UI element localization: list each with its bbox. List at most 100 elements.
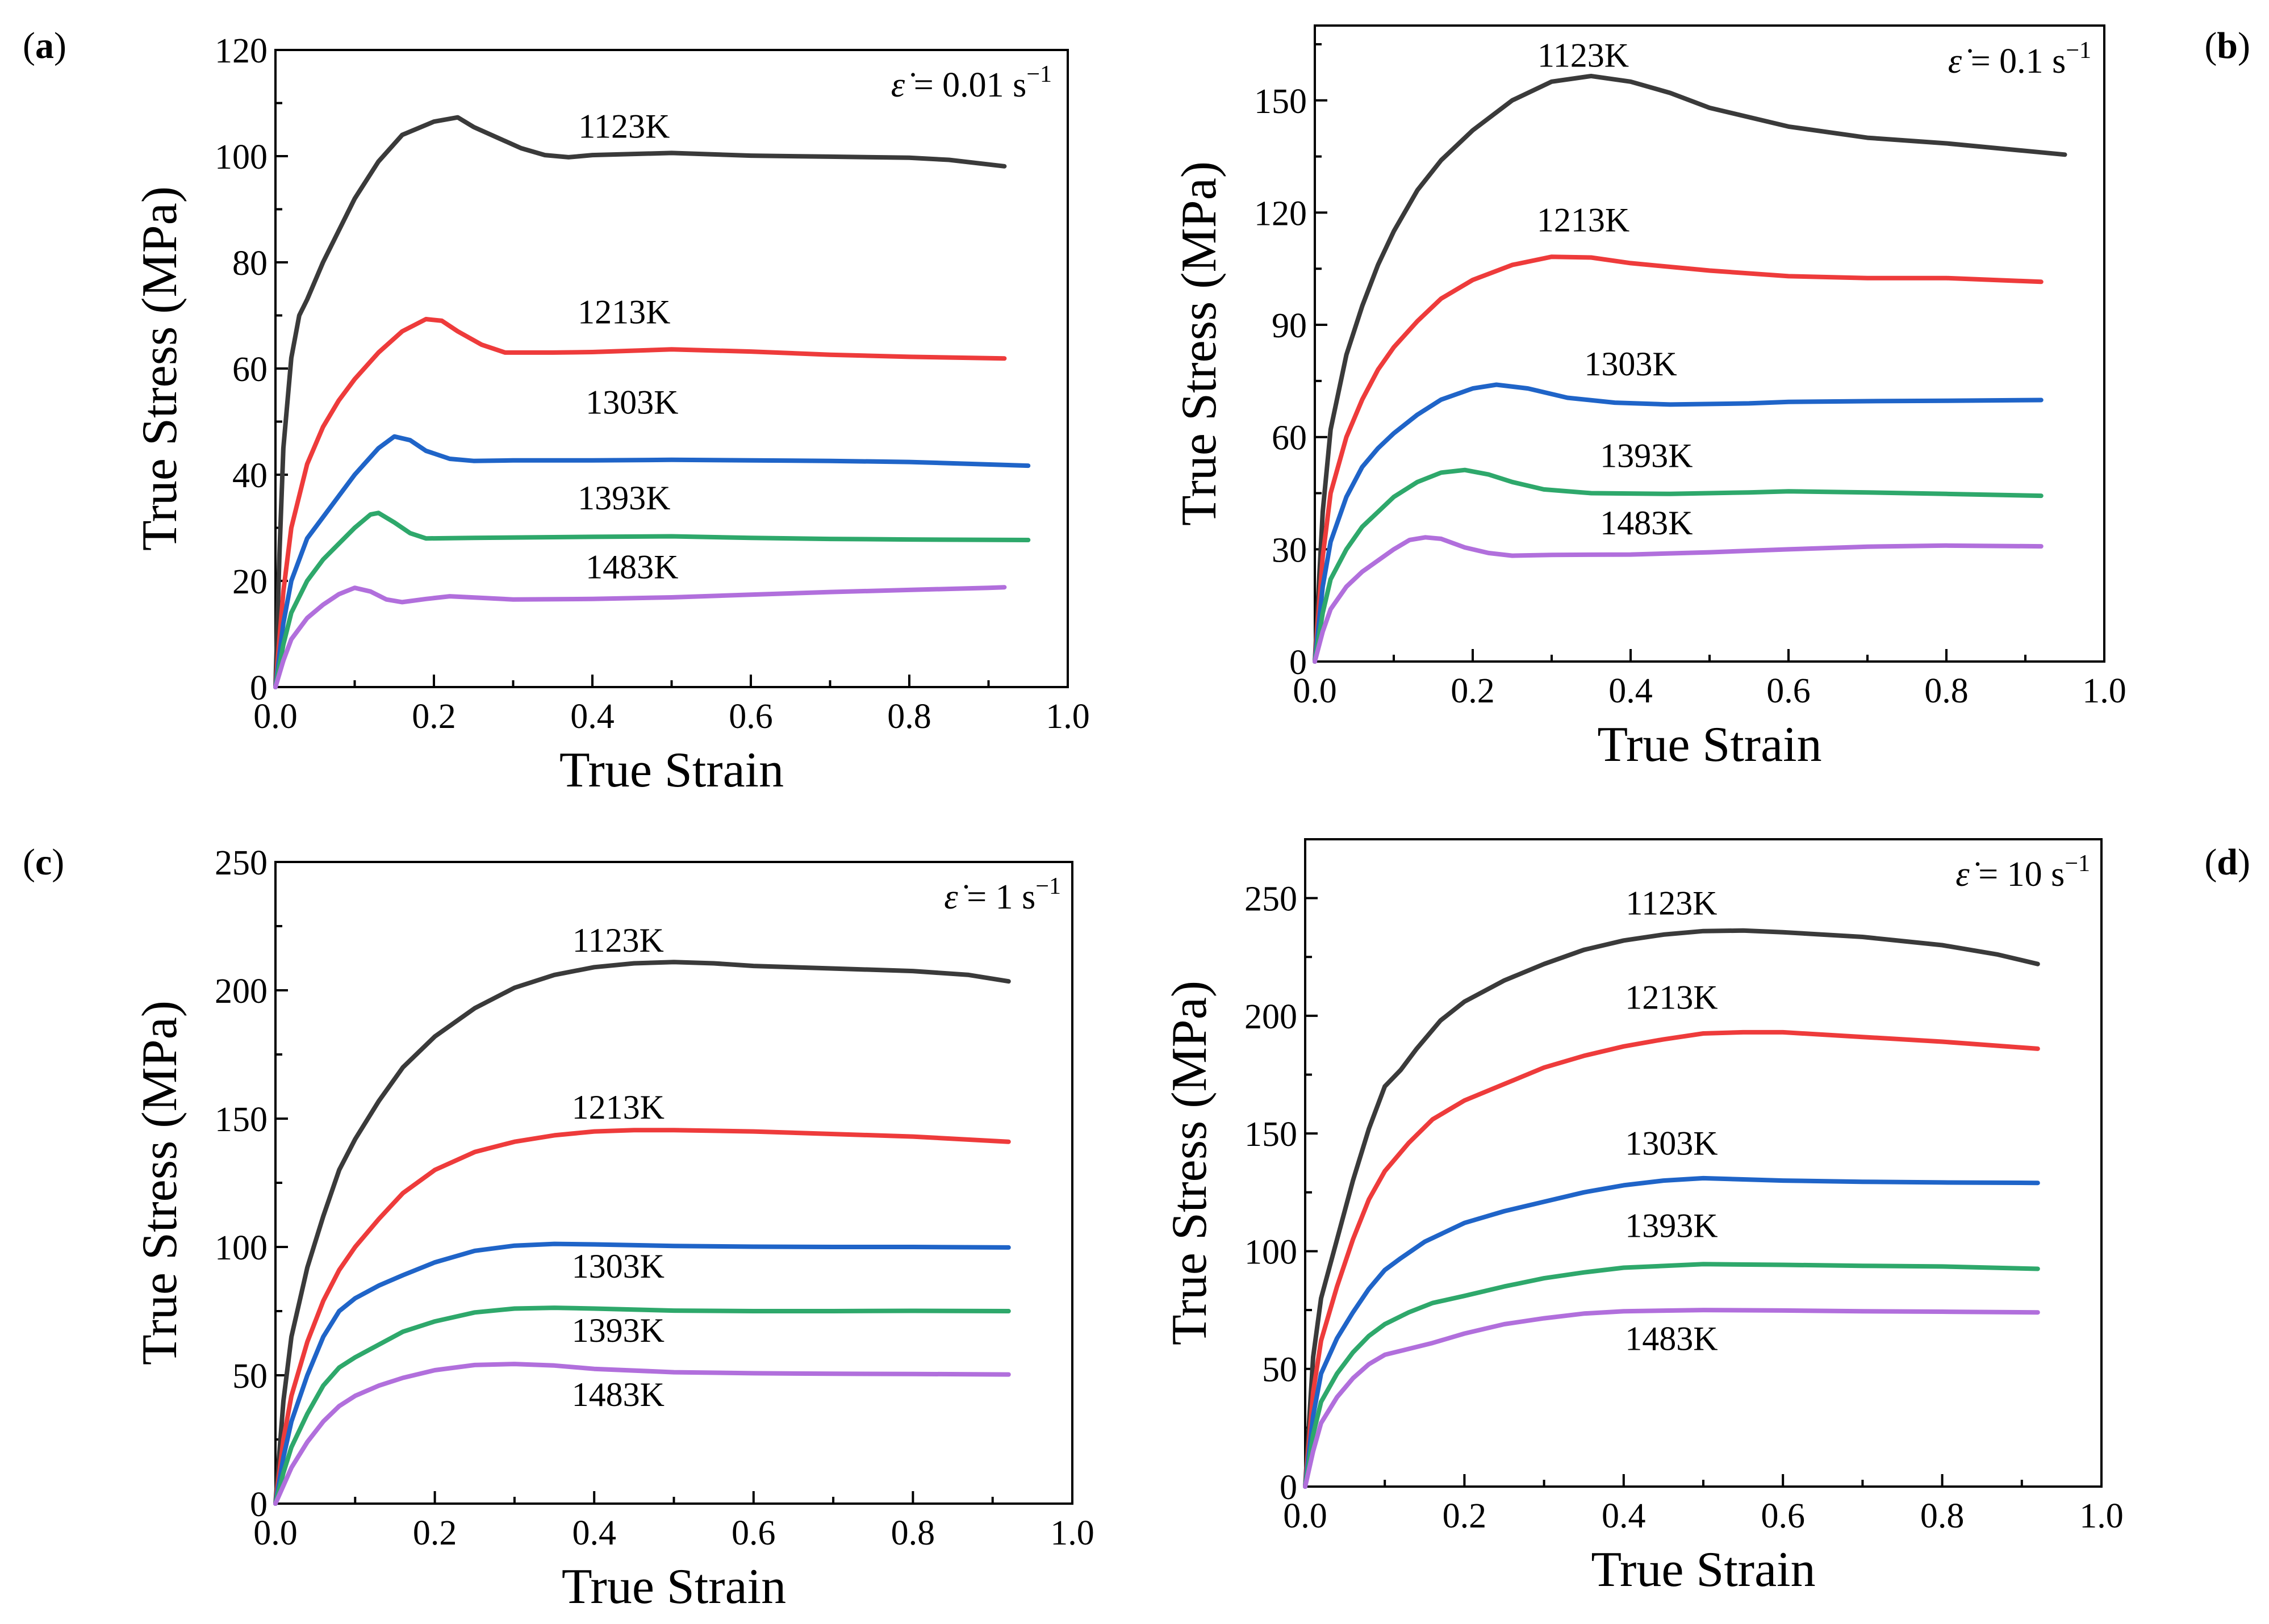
strain-rate-value: = 10 s <box>1978 855 2065 894</box>
plot-frame <box>1314 24 2105 663</box>
series-line-1213K <box>1303 1029 2040 1489</box>
x-axis-title: True Strain <box>562 1559 786 1614</box>
y-axis-title: True Stress (MPa) <box>1172 161 1227 526</box>
x-axis-title: True Strain <box>559 743 784 798</box>
y-tick-label: 200 <box>1244 998 1297 1036</box>
x-tick-label: 0.8 <box>1924 672 1969 710</box>
x-axis-title: True Strain <box>1597 717 1821 772</box>
panel-b: 0.0 0.2 0.4 0.6 0.8 1.0 0 30 60 90 120 150 True Stra… <box>1172 24 2250 772</box>
y-tick-label: 30 <box>1272 531 1307 570</box>
panel-letter: (a) <box>23 25 66 66</box>
strain-rate-exponent: −1 <box>1026 61 1052 87</box>
panel-letter-text: c <box>35 842 52 883</box>
x-tick-label: 0.0 <box>1283 1497 1327 1535</box>
series-label-1123K: 1123K <box>578 107 670 145</box>
y-tick-label: 40 <box>232 457 268 495</box>
y-tick-label: 60 <box>232 350 268 389</box>
series-line-1393K <box>1313 467 2044 664</box>
y-tick-label: 200 <box>215 972 268 1011</box>
series-label-1483K: 1483K <box>1600 504 1693 542</box>
series-line-1123K <box>1303 928 2040 1489</box>
series-label-1393K: 1393K <box>1600 437 1693 474</box>
y-axis-title: True Stress (MPa) <box>1162 981 1217 1345</box>
series-label-1213K: 1213K <box>1537 201 1629 238</box>
y-tick-label: 150 <box>1244 1115 1297 1154</box>
panel-letter: (c) <box>23 842 64 883</box>
y-tick-label: 90 <box>1272 307 1307 345</box>
strain-rate-label: ε̇ = 10 s−1 <box>1955 851 2090 894</box>
y-tick-label: 150 <box>1254 82 1307 121</box>
x-tick-label: 0.0 <box>253 1514 298 1552</box>
y-tick-label: 150 <box>215 1100 268 1139</box>
x-tick-label: 0.2 <box>412 697 456 736</box>
y-tick-label: 60 <box>1272 419 1307 458</box>
strain-rate-exponent: −1 <box>2066 37 2091 64</box>
panel-letter-text: a <box>35 25 54 66</box>
series-label-1483K: 1483K <box>1625 1320 1718 1358</box>
x-tick-label: 0.6 <box>732 1514 776 1552</box>
y-tick-label: 0 <box>250 669 268 708</box>
series-label-1483K: 1483K <box>586 548 678 585</box>
series-line-1483K <box>273 1362 1011 1506</box>
y-axis-title: True Stress (MPa) <box>132 1001 187 1365</box>
x-tick-label: 0.4 <box>1608 672 1653 710</box>
series-line-1393K <box>1303 1262 2040 1489</box>
strain-rate-exponent: −1 <box>2065 851 2090 877</box>
y-tick-label: 20 <box>232 563 268 601</box>
series-label-1123K: 1123K <box>1626 885 1717 922</box>
y-tick-label: 50 <box>1262 1351 1297 1389</box>
y-tick-label: 0 <box>1280 1468 1297 1507</box>
series-label-1303K: 1303K <box>572 1248 665 1285</box>
y-tick-label: 250 <box>215 844 268 882</box>
series-line-1213K <box>273 1128 1011 1506</box>
x-tick-label: 0.8 <box>891 1514 935 1552</box>
series-line-1303K <box>1313 382 2044 664</box>
panel-a: 0.0 0.2 0.4 0.6 0.8 1.0 0 20 40 60 80 100 120 True St… <box>23 25 1090 798</box>
series-label-1213K: 1213K <box>572 1089 665 1126</box>
plot-frame <box>1304 838 2103 1488</box>
series-label-1393K: 1393K <box>572 1312 665 1349</box>
series-line-1303K <box>1303 1175 2040 1489</box>
y-tick-label: 100 <box>215 1229 268 1267</box>
strain-rate-label: ε̇ = 0.1 s−1 <box>1948 37 2091 81</box>
x-tick-label: 0.4 <box>572 1514 616 1552</box>
series-line-1483K <box>1313 535 2044 664</box>
y-tick-label: 50 <box>232 1357 268 1396</box>
x-tick-label: 0.2 <box>413 1514 457 1552</box>
series-line-1123K <box>273 115 1007 689</box>
x-tick-label: 0.0 <box>1293 672 1337 710</box>
series-line-1123K <box>273 960 1011 1506</box>
series-label-1303K: 1303K <box>586 383 678 421</box>
x-tick-label: 0.6 <box>729 697 773 736</box>
x-tick-label: 0.6 <box>1766 672 1811 710</box>
x-tick-label: 0.4 <box>1602 1497 1646 1535</box>
x-tick-label: 1.0 <box>2082 672 2126 710</box>
series-line-1393K <box>273 1305 1011 1506</box>
plot-frame <box>274 861 1073 1505</box>
series-line-1213K <box>1313 254 2044 664</box>
x-tick-label: 1.0 <box>2079 1497 2124 1535</box>
panel-letter-text: d <box>2217 842 2238 883</box>
series-label-1303K: 1303K <box>1625 1124 1718 1162</box>
y-tick-label: 100 <box>1244 1233 1297 1271</box>
panel-letter: (b) <box>2204 25 2250 66</box>
series-label-1123K: 1123K <box>573 922 664 959</box>
series-label-1393K: 1393K <box>578 479 670 517</box>
series-label-1213K: 1213K <box>578 294 670 331</box>
series-label-1393K: 1393K <box>1625 1207 1718 1245</box>
series-line-1303K <box>273 434 1031 689</box>
series-label-1123K: 1123K <box>1537 36 1629 74</box>
x-tick-label: 0.2 <box>1451 672 1495 710</box>
strain-rate-value: = 1 s <box>967 878 1035 916</box>
y-tick-label: 120 <box>215 32 268 70</box>
y-tick-label: 120 <box>1254 194 1307 233</box>
strain-rate-label: ε̇ = 1 s−1 <box>944 873 1061 916</box>
series-line-1123K <box>1313 73 2067 664</box>
x-tick-label: 1.0 <box>1050 1514 1094 1552</box>
strain-rate-value: = 0.01 s <box>914 66 1027 104</box>
y-tick-label: 80 <box>232 244 268 283</box>
y-axis-title: True Stress (MPa) <box>132 186 187 551</box>
y-tick-label: 0 <box>1289 643 1307 682</box>
series-line-1483K <box>1303 1308 2040 1489</box>
